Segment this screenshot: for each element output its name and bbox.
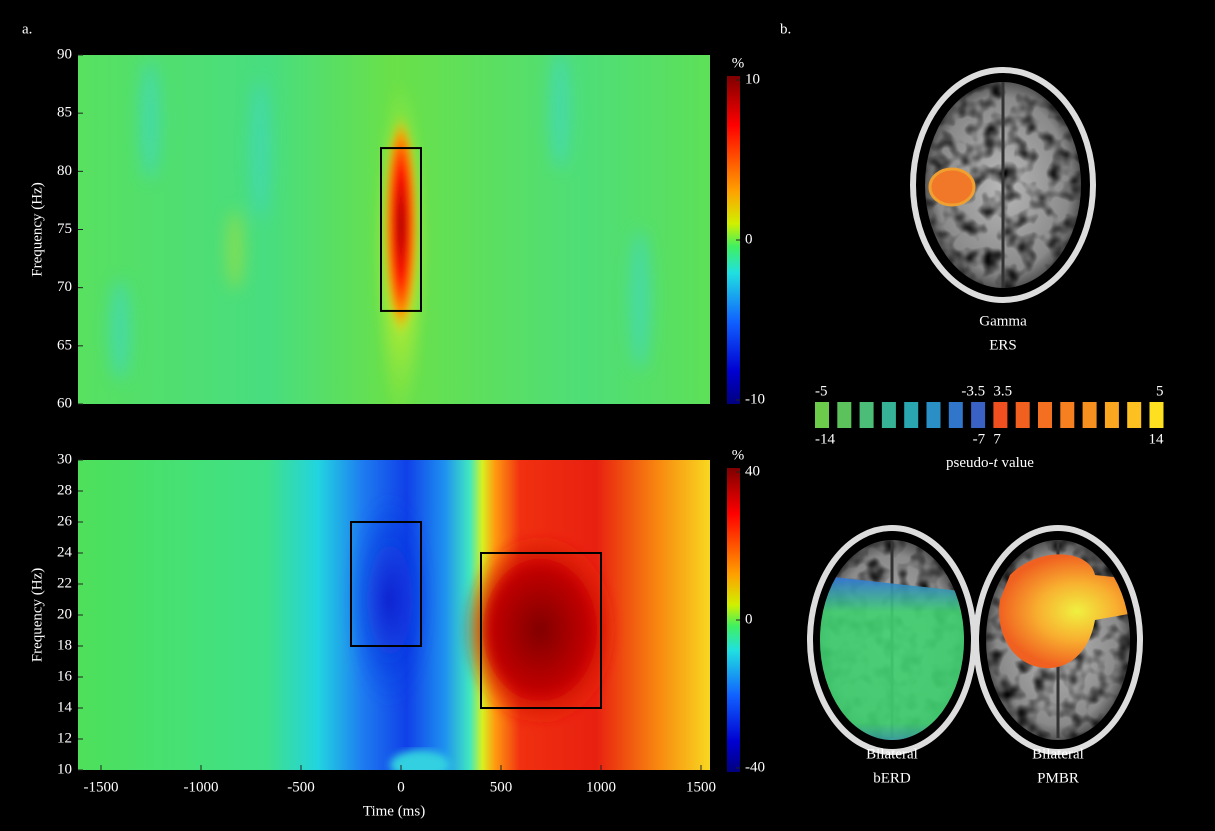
y-tick-label: 30 xyxy=(57,451,72,467)
colorbar-block xyxy=(904,402,918,428)
colorbar-block xyxy=(1105,402,1119,428)
y-tick-label: 65 xyxy=(57,337,72,353)
colorbar-block xyxy=(971,402,985,428)
x-tick-label: 1500 xyxy=(686,779,716,795)
figure: a. b. 60657075808590Frequency (Hz)%-1001… xyxy=(0,0,1215,831)
heatmap-field xyxy=(78,50,710,420)
colorbar-tick-label: 40 xyxy=(745,463,760,479)
label-part: pseudo- xyxy=(946,455,994,471)
y-axis-label: Frequency (Hz) xyxy=(29,182,45,277)
y-tick-label: 75 xyxy=(57,221,72,237)
x-axis-label: Time (ms) xyxy=(363,803,425,819)
y-tick-label: 12 xyxy=(57,730,72,746)
colorbar-block xyxy=(1150,402,1164,428)
x-tick-label: -1500 xyxy=(84,779,119,795)
x-tick-label: -1000 xyxy=(184,779,219,795)
colorbar-block xyxy=(860,402,874,428)
y-tick-label: 60 xyxy=(57,395,72,411)
colorbar-tick-label: -40 xyxy=(745,759,765,775)
colorbar-block xyxy=(1083,402,1097,428)
brain-label: Bilateral xyxy=(866,746,918,762)
colorbar-block xyxy=(993,402,1007,428)
colorbar-block xyxy=(882,402,896,428)
colorbar-block xyxy=(949,402,963,428)
colorbar-block xyxy=(1127,402,1141,428)
label-part: value xyxy=(998,455,1035,471)
colorbar-block xyxy=(815,402,829,428)
y-tick-label: 20 xyxy=(57,606,72,622)
y-tick-label: 24 xyxy=(57,544,73,560)
colorbar-label: pseudo-t value xyxy=(946,455,1034,471)
y-tick-label: 90 xyxy=(57,46,72,62)
colorbar-tick-label: -14 xyxy=(815,431,835,447)
panel-label: b. xyxy=(780,21,791,37)
panel-label: a. xyxy=(22,21,32,37)
x-tick-label: 1000 xyxy=(586,779,616,795)
brain-label: ERS xyxy=(989,337,1017,353)
heatmap-field xyxy=(78,460,710,780)
y-tick-label: 16 xyxy=(57,668,73,684)
y-tick-label: 18 xyxy=(57,637,72,653)
colorbar-block xyxy=(1060,402,1074,428)
y-axis-label: Frequency (Hz) xyxy=(29,568,45,663)
y-tick-label: 28 xyxy=(57,482,72,498)
colorbar-block xyxy=(1016,402,1030,428)
colorbar-block xyxy=(837,402,851,428)
y-tick-label: 14 xyxy=(57,699,73,715)
colorbar-unit: % xyxy=(732,55,745,71)
y-tick-label: 80 xyxy=(57,163,72,179)
colorbar-tick-label: 3.5 xyxy=(993,383,1012,399)
colorbar-unit: % xyxy=(732,447,745,463)
colorbar-tick-label: 5 xyxy=(1156,383,1164,399)
colorbar-tick-label: -10 xyxy=(745,391,765,407)
brain-label: PMBR xyxy=(1037,770,1079,786)
y-tick-label: 85 xyxy=(57,105,72,121)
colorbar-tick-label: 10 xyxy=(745,71,760,87)
colorbar-block xyxy=(927,402,941,428)
brain-label: Gamma xyxy=(979,313,1027,329)
colorbar-tick-label: -7 xyxy=(973,431,986,447)
colorbar-tick-label: 7 xyxy=(993,431,1001,447)
brain xyxy=(913,70,1093,300)
y-tick-label: 10 xyxy=(57,761,72,777)
brain-label: bERD xyxy=(873,770,911,786)
brain xyxy=(810,528,975,760)
colorbar-block xyxy=(1038,402,1052,428)
y-tick-label: 70 xyxy=(57,279,72,295)
colorbar-tick-label: 14 xyxy=(1149,431,1165,447)
brain xyxy=(976,528,1155,752)
y-tick-label: 26 xyxy=(57,513,73,529)
colorbar-tick-label: -3.5 xyxy=(961,383,985,399)
x-tick-label: 0 xyxy=(397,779,405,795)
x-tick-label: -500 xyxy=(287,779,315,795)
colorbar-tick-label: -5 xyxy=(815,383,828,399)
colorbar-tick-label: 0 xyxy=(745,231,753,247)
y-tick-label: 22 xyxy=(57,575,72,591)
colorbar-tick-label: 0 xyxy=(745,611,753,627)
brain-label: Bilateral xyxy=(1032,746,1084,762)
x-tick-label: 500 xyxy=(490,779,513,795)
